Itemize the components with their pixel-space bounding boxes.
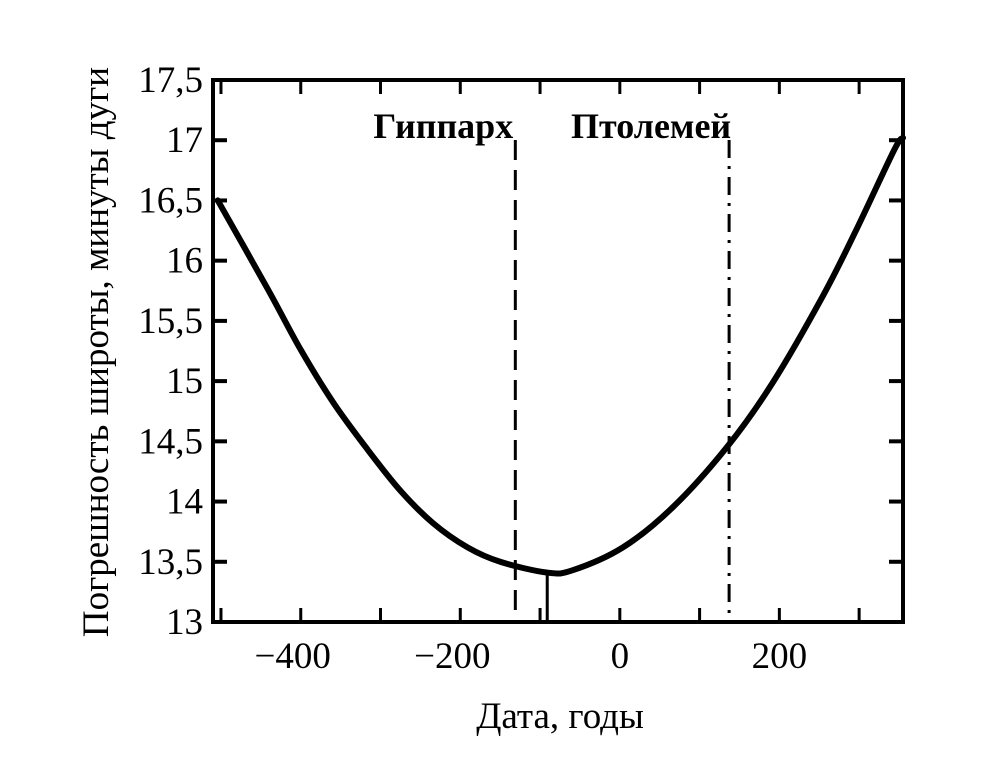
series-line [214,134,906,577]
annotation-label: Гиппарх [373,106,513,146]
y-tick-label: 16,5 [138,180,203,221]
annotation-label: Птолемей [571,106,731,146]
x-tick-label: −400 [255,636,331,677]
x-tick-label: 0 [611,636,630,677]
x-axis-label: Дата, годы [476,696,644,737]
y-tick-label: 16 [166,241,203,282]
plot-frame [211,78,905,624]
x-tick-label: −200 [414,636,490,677]
y-tick-label: 13,5 [138,542,203,583]
y-tick-label: 15 [166,361,203,402]
y-axis-label: Погрешность широты, минуты дуги [76,67,117,637]
y-tick-label: 13 [166,602,203,643]
y-tick-label: 17 [166,120,203,161]
y-tick-label: 14 [166,482,203,523]
x-tick-label: 200 [752,636,808,677]
y-tick-label: 17,5 [138,60,203,101]
y-tick-label: 14,5 [138,421,203,462]
y-tick-label: 15,5 [138,301,203,342]
